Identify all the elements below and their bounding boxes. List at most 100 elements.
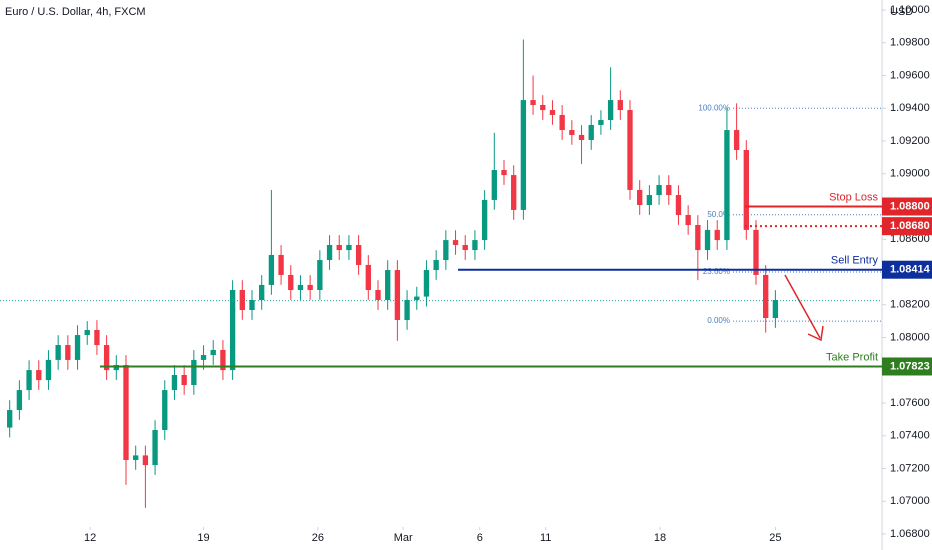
- y-tick-label: 1.07600: [890, 397, 930, 409]
- level-value-label: 1.07823: [890, 360, 930, 372]
- candle-body: [733, 130, 740, 151]
- candle-body: [220, 349, 226, 371]
- candle-body: [133, 455, 139, 460]
- candle-body: [307, 284, 313, 291]
- candle-body: [549, 110, 556, 115]
- level-badge: [882, 217, 932, 236]
- candle-body: [462, 244, 468, 251]
- candle-body: [162, 390, 168, 431]
- candle-body: [142, 455, 149, 466]
- y-tick-label: 1.07200: [890, 462, 930, 474]
- level-name: Stop Loss: [829, 191, 878, 203]
- candle-body: [404, 300, 410, 320]
- candle-body: [607, 100, 614, 121]
- candle-body: [84, 329, 90, 336]
- x-tick-label: 12: [84, 532, 96, 544]
- y-tick-label: 1.09600: [890, 69, 930, 81]
- candle-body: [695, 225, 701, 251]
- candle-body: [452, 240, 459, 245]
- currency-label: USD: [890, 6, 913, 18]
- candle-body: [588, 124, 594, 141]
- y-tick-label: 1.06800: [890, 528, 930, 540]
- candle-body: [103, 345, 110, 371]
- candle-body: [365, 264, 371, 291]
- fib-label: 100.00%: [698, 103, 730, 112]
- candle-body: [152, 430, 158, 466]
- candle-body: [326, 244, 333, 261]
- candle-body: [74, 335, 81, 360]
- candle-body: [278, 254, 284, 275]
- level-name: Take Profit: [826, 351, 878, 363]
- candle-body: [249, 300, 255, 310]
- candle-body: [239, 290, 245, 310]
- candle-body: [540, 104, 546, 111]
- candle-body: [443, 240, 449, 261]
- candle-body: [569, 130, 575, 135]
- candle-body: [229, 290, 236, 371]
- y-tick-label: 1.07000: [890, 495, 930, 507]
- level-value-label: 1.08680: [890, 220, 930, 232]
- candle-body: [637, 189, 643, 206]
- candle-body: [191, 359, 197, 385]
- fib-label: 50.0%: [707, 210, 730, 219]
- x-tick-label: 19: [197, 532, 209, 544]
- y-tick-label: 1.09800: [890, 37, 930, 49]
- y-tick-label: 1.09400: [890, 102, 930, 114]
- candle-body: [385, 270, 391, 301]
- candle-body: [7, 410, 13, 428]
- level-value-label: 1.08414: [890, 264, 931, 276]
- candle-body: [210, 349, 216, 356]
- fib-label: 23.60%: [703, 267, 730, 276]
- arrow-shaft: [784, 274, 821, 339]
- candle-body: [646, 195, 653, 206]
- candle-body: [288, 274, 294, 291]
- candle-body: [598, 120, 604, 125]
- chart-title: Euro / U.S. Dollar, 4h, FXCM: [5, 6, 146, 18]
- candle-body: [530, 100, 536, 105]
- candle-body: [433, 260, 439, 271]
- candle-body: [181, 374, 187, 385]
- candle-body: [355, 244, 362, 265]
- candle-body: [617, 100, 623, 111]
- candle-body: [627, 110, 633, 190]
- candle-body: [714, 229, 720, 241]
- candle-body: [511, 175, 517, 210]
- candle-body: [743, 150, 749, 230]
- candle-body: [55, 345, 61, 360]
- x-tick-label: 26: [312, 532, 324, 544]
- y-tick-label: 1.07400: [890, 430, 930, 442]
- candle-body: [375, 290, 381, 301]
- candle-body: [26, 370, 32, 391]
- candle-body: [414, 296, 420, 301]
- candle-body: [472, 240, 478, 251]
- candle-body: [724, 130, 730, 241]
- x-tick-label: Mar: [394, 532, 413, 544]
- x-tick-label: 25: [769, 532, 781, 544]
- candle-body: [481, 199, 488, 241]
- candle-body: [656, 185, 662, 196]
- candle-body: [704, 229, 711, 251]
- level-badge: [882, 260, 932, 279]
- candle-body: [336, 244, 342, 251]
- candle-body: [259, 284, 265, 301]
- candle-body: [171, 374, 178, 391]
- x-tick-label: 11: [540, 532, 551, 544]
- candle-body: [763, 274, 769, 319]
- level-value-label: 1.08800: [890, 200, 930, 212]
- candle-body: [753, 229, 759, 275]
- candle-body: [45, 359, 52, 381]
- candle-body: [394, 270, 401, 320]
- x-tick-label: 18: [654, 532, 666, 544]
- candle-body: [113, 365, 119, 371]
- candle-body: [200, 355, 207, 360]
- level-name: Sell Entry: [831, 255, 879, 267]
- candle-body: [268, 254, 275, 285]
- y-tick-label: 1.08200: [890, 299, 930, 311]
- arrow-head: [807, 325, 824, 342]
- y-tick-label: 1.08600: [890, 233, 930, 245]
- candle-body: [559, 114, 565, 131]
- candle-body: [520, 100, 527, 210]
